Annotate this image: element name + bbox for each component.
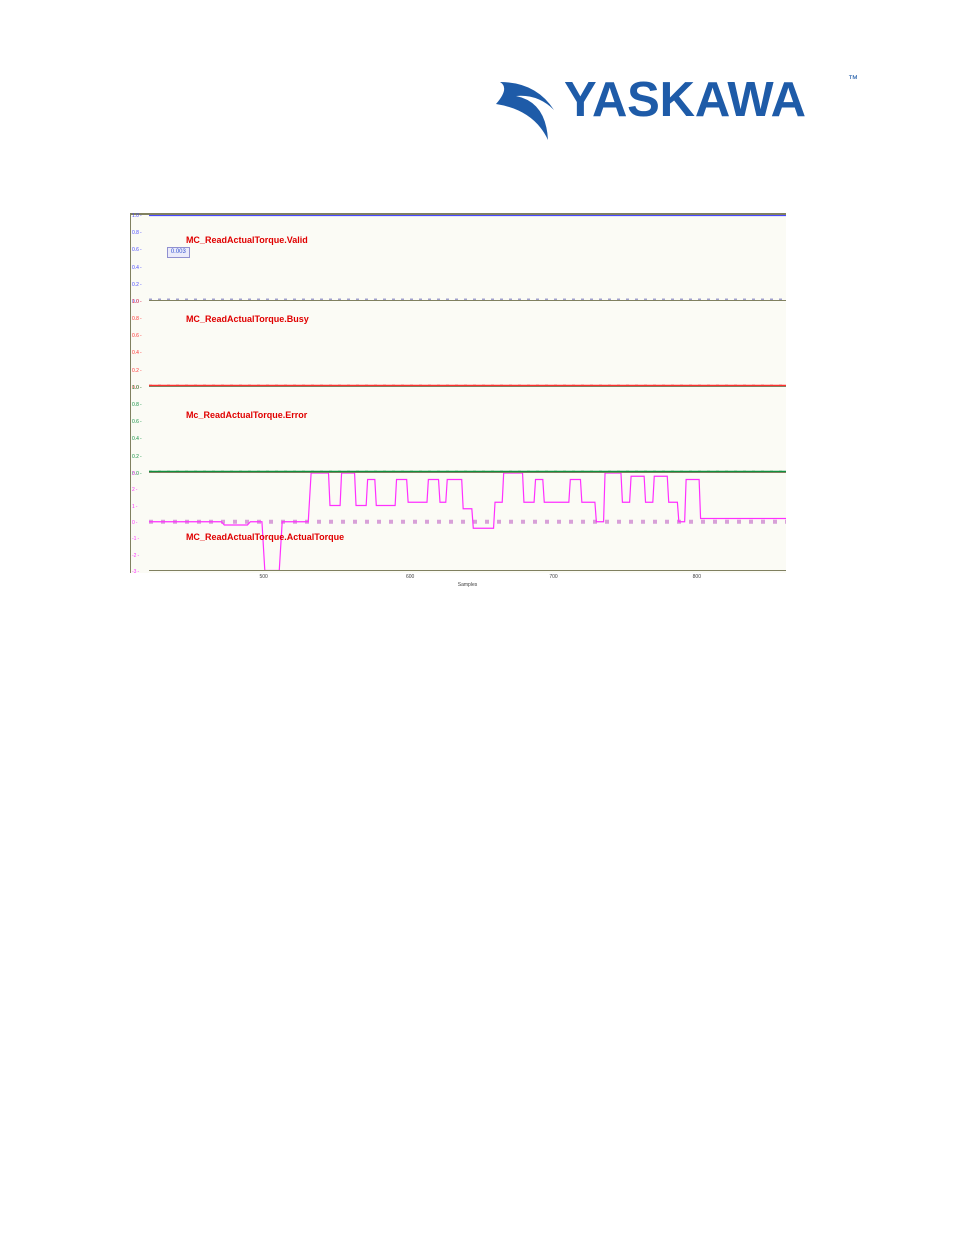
y-tick: 0.8- [132, 402, 785, 408]
trademark-symbol: ™ [848, 74, 858, 85]
subplot-busy: MC_ReadActualTorque.Busy [149, 301, 786, 387]
y-tick: 0.6- [132, 333, 785, 339]
y-tick: 0.4- [132, 265, 785, 271]
signal-scope-chart: MC_ReadActualTorque.Valid0.003MC_ReadAct… [130, 213, 786, 573]
y-tick: -2- [132, 553, 785, 559]
signal-label-valid: MC_ReadActualTorque.Valid [186, 235, 308, 245]
y-tick: 0.6- [132, 247, 785, 253]
y-tick: 0.2- [132, 282, 785, 288]
y-tick: 0.8- [132, 230, 785, 236]
brand-logo: YASKAWA ™ [494, 72, 846, 144]
y-tick: 1.0- [132, 385, 785, 391]
y-tick: 0.8- [132, 316, 785, 322]
y-tick: 2- [132, 487, 785, 493]
subplot-valid: MC_ReadActualTorque.Valid0.003 [149, 215, 786, 301]
x-axis-label: Samples [458, 582, 477, 588]
logo-swoosh-icon [494, 80, 568, 146]
y-tick: 1- [132, 504, 785, 510]
logo-wordmark: YASKAWA [564, 72, 806, 128]
y-tick: 0.2- [132, 454, 785, 460]
subplot-error: Mc_ReadActualTorque.Error [149, 387, 786, 473]
y-tick: 0- [132, 520, 785, 526]
y-tick: 1.0- [132, 299, 785, 305]
y-tick: 1.0- [132, 213, 785, 219]
y-tick: 0.2- [132, 368, 785, 374]
y-tick: 0.4- [132, 436, 785, 442]
y-tick: -1- [132, 536, 785, 542]
y-tick: 0.4- [132, 350, 785, 356]
y-tick: 0.6- [132, 419, 785, 425]
y-tick: 3- [132, 471, 785, 477]
y-tick: -3- [132, 569, 785, 575]
